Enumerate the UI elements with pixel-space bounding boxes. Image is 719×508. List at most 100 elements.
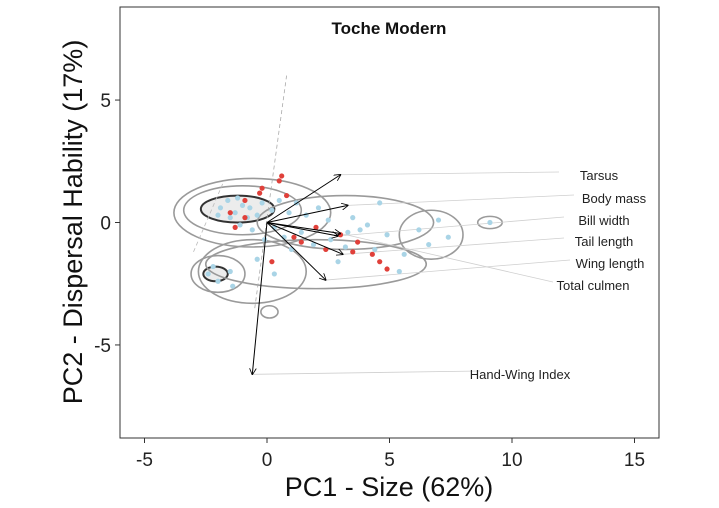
scatter-point-blue — [217, 205, 224, 211]
scatter-point-blue — [227, 215, 233, 221]
scatter-point-blue — [350, 215, 356, 221]
loading-vector-label: Bill width — [578, 213, 629, 228]
loading-vector-label: Wing length — [576, 256, 645, 271]
scatter-point-red — [279, 173, 285, 179]
scatter-point-blue — [445, 234, 451, 240]
scatter-point-blue — [254, 256, 260, 262]
scatter-point-red — [227, 210, 233, 216]
scatter-point-blue — [364, 222, 371, 228]
dashed-axis-line — [193, 183, 224, 253]
scatter-point-red — [242, 215, 248, 221]
loading-vector — [266, 205, 348, 223]
leader-line — [340, 233, 554, 283]
label-leader-lines — [252, 171, 575, 375]
density-contour — [173, 177, 332, 248]
loading-vector-label: Tarsus — [580, 168, 619, 183]
scatter-point-red — [284, 192, 290, 199]
scatter-point-blue — [435, 217, 442, 223]
scatter-point-blue — [235, 195, 241, 201]
scatter-point-blue — [225, 197, 231, 204]
scatter-point-red — [355, 239, 361, 245]
loading-vector-label: Body mass — [582, 191, 647, 206]
scatter-point-blue — [384, 232, 390, 238]
loading-vector — [252, 222, 268, 375]
y-tick-label: -5 — [94, 336, 111, 357]
loading-vector-label: Hand-Wing Index — [470, 367, 571, 382]
scatter-point-red — [377, 259, 383, 265]
scatter-point-blue — [215, 278, 221, 284]
x-tick-label: 15 — [624, 450, 645, 471]
leader-line — [325, 259, 571, 281]
scatter-point-blue — [372, 246, 378, 253]
x-axis-title: PC1 - Size (62%) — [285, 472, 494, 502]
scatter-point-blue — [328, 237, 334, 243]
loading-vector — [266, 222, 341, 234]
density-contour — [182, 184, 303, 236]
scatter-point-red — [291, 234, 297, 240]
scatter-point-blue — [210, 263, 216, 270]
density-contour — [204, 238, 428, 290]
scatter-point-blue — [227, 268, 233, 275]
scatter-point-blue — [357, 227, 363, 233]
scatter-point-blue — [298, 229, 304, 235]
scatter-point-blue — [396, 268, 402, 275]
scatter-point-red — [257, 190, 263, 196]
plot-panel — [119, 6, 660, 439]
y-tick-label: 0 — [100, 214, 111, 235]
leader-line — [252, 370, 481, 375]
y-axis-title: PC2 - Dispersal Hability (17%) — [58, 40, 88, 405]
scatter-point-blue — [315, 205, 322, 211]
scatter-point-blue — [377, 200, 383, 206]
scatter-point-red — [242, 197, 248, 204]
scatter-point-blue — [271, 271, 277, 277]
density-contour — [260, 304, 279, 319]
scatter-point-blue — [310, 241, 317, 248]
scatter-point-blue — [286, 210, 292, 216]
scatter-point-blue — [416, 227, 422, 233]
scatter-point-blue — [249, 227, 255, 233]
leader-line — [338, 216, 565, 237]
loading-vectors: Tarsus Body mass Bill width Tail length Wing… — [252, 168, 647, 382]
chart-title: Toche Modern — [332, 19, 447, 38]
scatter-point-blue — [325, 217, 331, 223]
scatter-point-blue — [401, 251, 407, 257]
scatter-point-red — [276, 178, 282, 184]
x-tick-label: 0 — [262, 450, 273, 471]
scatter-point-blue — [230, 283, 236, 289]
scatter-point-blue — [239, 202, 246, 208]
y-tick-label: 5 — [100, 91, 111, 112]
leader-line — [342, 237, 565, 255]
scatter-point-red — [259, 185, 265, 191]
scatter-point-blue — [269, 207, 275, 213]
scatter-point-blue — [259, 200, 265, 206]
scatter-point-red — [313, 224, 319, 230]
scatter-point-red — [350, 249, 356, 255]
loading-vector — [266, 222, 343, 255]
x-tick-label: -5 — [136, 450, 153, 471]
scatter-point-red — [384, 266, 390, 272]
scatter-point-red — [369, 251, 375, 257]
leader-line — [340, 171, 560, 176]
axis-ticks: -5 0 5 10 15 -5 0 5 — [94, 91, 645, 471]
scatter-point-blue — [205, 271, 211, 277]
scatter-point-blue — [345, 229, 351, 235]
scatter-point-blue — [237, 222, 243, 228]
points-blue-series — [205, 195, 493, 289]
scatter-point-blue — [232, 210, 238, 216]
scatter-point-blue — [276, 197, 282, 204]
loading-vector — [266, 175, 341, 223]
loading-vector — [266, 222, 326, 281]
scatter-point-blue — [335, 259, 341, 265]
scatter-point-blue — [487, 219, 493, 226]
x-tick-label: 10 — [501, 450, 522, 471]
scatter-point-red — [269, 259, 275, 265]
density-contour — [190, 254, 246, 294]
scatter-point-blue — [342, 244, 348, 250]
density-contour — [197, 238, 307, 305]
scatter-point-blue — [247, 205, 253, 211]
x-tick-label: 5 — [384, 450, 395, 471]
points-red-series — [227, 173, 390, 272]
scatter-point-blue — [215, 212, 221, 218]
density-contour — [398, 209, 464, 261]
